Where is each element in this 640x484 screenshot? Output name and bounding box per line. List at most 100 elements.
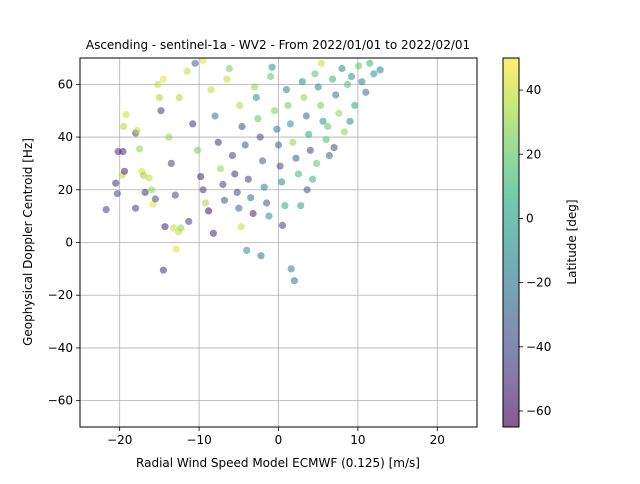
y-tick-label: 40	[58, 130, 73, 144]
data-point	[317, 101, 325, 109]
data-point	[278, 178, 286, 186]
y-axis-label: Geophysical Doppler Centroid [Hz]	[21, 138, 35, 346]
data-point	[139, 171, 148, 179]
data-point	[220, 196, 229, 204]
data-point	[324, 122, 332, 131]
colorbar-tick-label: −60	[526, 404, 551, 418]
data-point	[244, 175, 252, 183]
data-point	[197, 173, 205, 181]
data-point	[122, 111, 130, 119]
data-point	[340, 128, 348, 136]
data-point	[313, 159, 321, 167]
x-axis-ticks: −20 −10 0 10 20	[107, 427, 445, 447]
data-point	[335, 109, 343, 117]
data-point	[317, 59, 325, 67]
data-point	[214, 138, 222, 146]
colorbar-tick-label: −40	[526, 340, 551, 354]
colorbar-tick-label: 0	[526, 211, 534, 225]
data-point	[155, 93, 163, 102]
data-point	[297, 202, 305, 210]
data-point	[249, 209, 257, 218]
data-point	[189, 120, 197, 128]
data-point	[314, 83, 322, 91]
data-point	[159, 266, 167, 274]
data-point	[254, 115, 262, 123]
data-point	[294, 170, 302, 178]
data-point	[112, 179, 120, 187]
data-point	[120, 167, 129, 175]
colorbar-tick-label: 40	[526, 83, 541, 97]
data-point	[328, 75, 337, 83]
data-point	[346, 117, 354, 125]
data-point	[207, 86, 215, 94]
data-point	[278, 221, 287, 229]
data-point	[205, 207, 213, 215]
data-point	[300, 93, 308, 102]
colorbar: −60 −40 −20 0 20 40 Latitude [deg]	[502, 57, 579, 428]
data-point	[141, 188, 149, 196]
data-point	[256, 133, 264, 141]
data-point	[322, 136, 330, 144]
data-point	[120, 122, 128, 131]
data-point	[185, 217, 193, 225]
data-point	[183, 67, 191, 75]
x-tick-label: 10	[350, 433, 365, 447]
data-point	[281, 202, 289, 210]
data-point	[259, 157, 267, 165]
data-point	[235, 204, 243, 212]
data-point	[351, 101, 359, 109]
data-point	[175, 93, 183, 102]
data-point	[161, 223, 169, 231]
data-point	[157, 107, 165, 115]
data-points	[102, 58, 384, 285]
data-point	[113, 190, 121, 198]
data-point	[263, 199, 271, 207]
data-point	[211, 112, 219, 120]
x-tick-label: 0	[275, 433, 283, 447]
data-point	[193, 146, 202, 154]
data-point	[251, 83, 259, 91]
data-point	[284, 101, 292, 109]
data-point	[228, 151, 236, 160]
data-point	[199, 58, 207, 65]
x-tick-label: 20	[430, 433, 445, 447]
y-tick-label: 20	[58, 183, 73, 197]
data-point	[306, 146, 314, 154]
data-point	[282, 86, 290, 94]
data-point	[237, 223, 245, 231]
data-point	[260, 183, 268, 191]
data-point	[177, 224, 185, 232]
x-tick-label: −10	[186, 433, 211, 447]
data-point	[219, 180, 227, 189]
data-point	[267, 72, 275, 81]
data-point	[199, 186, 207, 194]
data-point	[102, 206, 110, 214]
data-point	[274, 141, 283, 149]
data-point	[273, 125, 281, 133]
data-point	[172, 245, 180, 253]
data-point	[147, 186, 156, 194]
colorbar-tick-label: 20	[526, 147, 541, 161]
data-point	[257, 252, 265, 260]
data-point	[171, 191, 179, 199]
data-point	[344, 80, 352, 88]
data-point	[216, 165, 225, 173]
colorbar-tick-label: −20	[526, 276, 551, 290]
data-point	[276, 162, 284, 170]
data-point	[358, 78, 366, 86]
data-point	[223, 75, 231, 83]
y-tick-label: 0	[65, 236, 73, 250]
data-point	[247, 194, 255, 202]
data-point	[325, 151, 333, 160]
data-point	[289, 138, 297, 146]
colorbar-gradient	[503, 58, 519, 427]
data-point	[305, 130, 313, 138]
data-point	[151, 195, 159, 203]
data-point	[370, 70, 378, 78]
data-point	[302, 112, 310, 120]
data-point	[311, 70, 319, 78]
data-point	[298, 78, 306, 86]
x-tick-label: −20	[107, 433, 132, 447]
